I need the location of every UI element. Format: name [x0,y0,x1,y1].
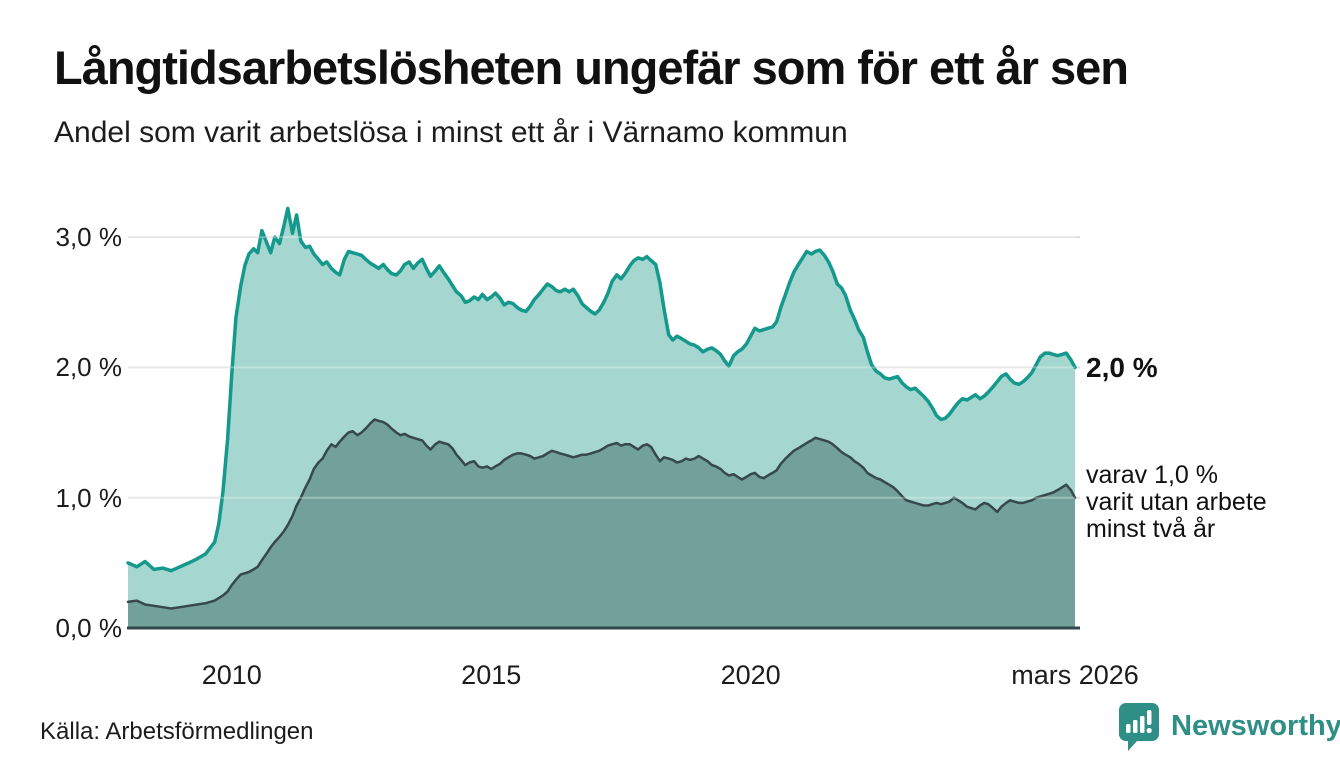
x-axis-tick-label: 2010 [201,660,262,690]
x-axis-tick-label: 2015 [461,660,522,690]
source-note: Källa: Arbetsförmedlingen [40,718,314,745]
brand-name: Newsworthy [1171,710,1340,742]
brand-logo: Newsworthy [1117,702,1340,754]
page-title: Långtidsarbetslösheten ungefär som för e… [54,41,1129,94]
secondary-annotation-line3: minst två år [1086,515,1216,543]
page-subtitle: Andel som varit arbetslösa i minst ett å… [54,116,848,149]
series-line-arbetslosa-minst-ett-ar [126,206,1077,573]
series-line-utan-arbete-minst-tva-ar [126,418,1077,610]
secondary-value-annotation: varav 1,0 % varit utan arbete minst två … [1086,462,1267,543]
y-axis-tick-label: 1,0 % [55,482,123,513]
secondary-annotation-line2: varit utan arbete [1086,488,1267,516]
y-axis-tick-label: 2,0 % [55,352,123,383]
x-axis-tick-label: 2020 [720,660,781,690]
latest-value-annotation: 2,0 % [1086,352,1158,383]
y-axis-tick-label: 0,0 % [55,613,123,643]
secondary-annotation-line1: varav 1,0 % [1086,461,1219,489]
x-axis-tick-label: mars 2026 [1011,660,1139,690]
series-area-utan-arbete-minst-tva-ar [128,419,1075,628]
newsworthy-bubble-icon [1119,703,1159,751]
y-axis-tick-label: 3,0 % [55,222,123,253]
